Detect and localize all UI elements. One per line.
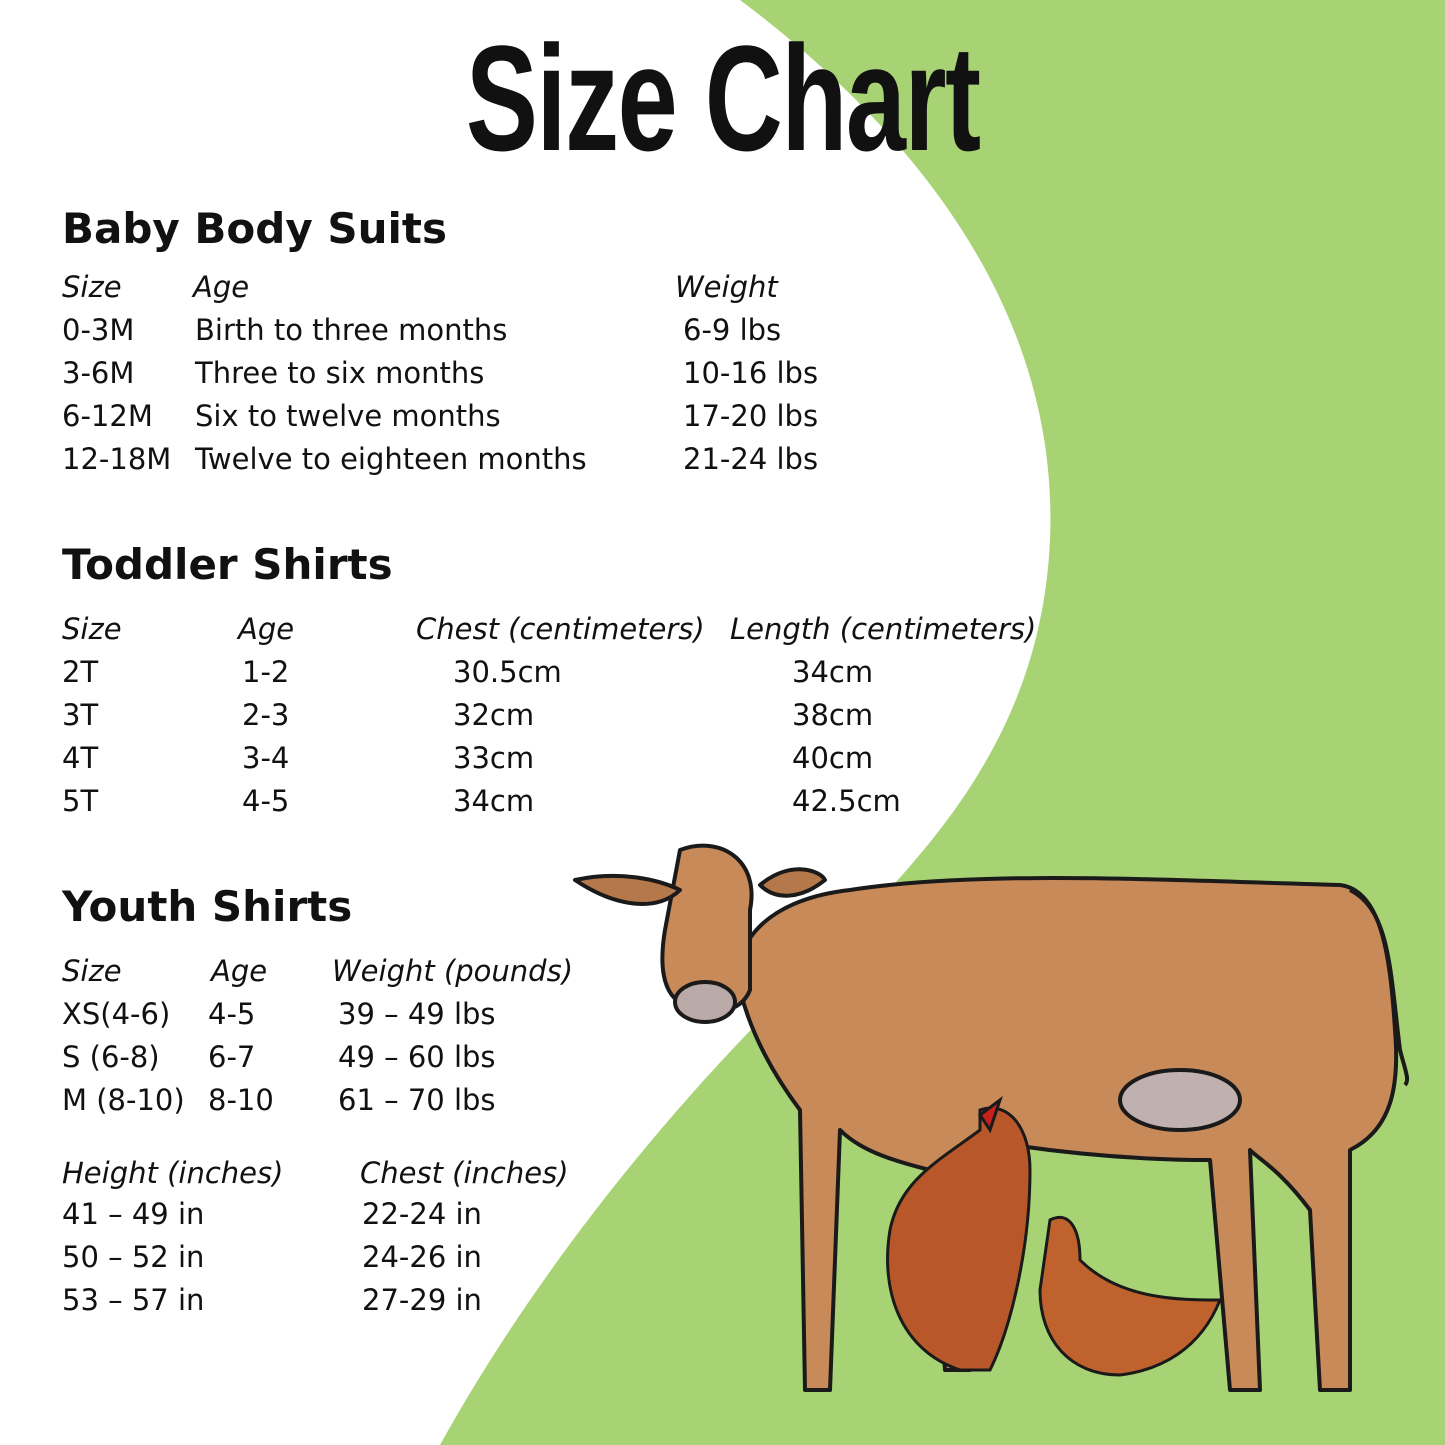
toddler-cell: 3T [62, 698, 99, 732]
baby-cell: Three to six months [195, 356, 485, 390]
baby-cell: 0-3M [62, 313, 135, 347]
youth-cell: 61 – 70 lbs [338, 1083, 496, 1117]
toddler-cell: 4T [62, 741, 99, 775]
toddler-cell: 2T [62, 655, 99, 689]
baby-cell: Birth to three months [195, 313, 508, 347]
toddler-cell: 34cm [453, 784, 535, 818]
youth-cell: 6-7 [208, 1040, 256, 1074]
youth-cell: 8-10 [208, 1083, 274, 1117]
youth-measure-cell: 50 – 52 in [62, 1240, 205, 1274]
toddler-cell: 34cm [792, 655, 874, 689]
toddler-cell: 2-3 [242, 698, 290, 732]
youth-header-age: Age [211, 954, 268, 988]
youth-measure-cell: 53 – 57 in [62, 1283, 205, 1317]
toddler-cell: 40cm [792, 741, 874, 775]
baby-cell: 6-9 lbs [683, 313, 782, 347]
youth-header-chest: Chest (inches) [360, 1156, 569, 1190]
toddler-header-size: Size [62, 612, 122, 646]
baby-header-size: Size [62, 270, 122, 304]
youth-header-size: Size [62, 954, 122, 988]
toddler-cell: 32cm [453, 698, 535, 732]
youth-cell: S (6-8) [62, 1040, 160, 1074]
cow-illustration [573, 843, 1410, 1392]
baby-cell: Twelve to eighteen months [195, 442, 587, 476]
youth-heading: Youth Shirts [62, 882, 353, 931]
youth-cell: 39 – 49 lbs [338, 997, 496, 1031]
toddler-cell: 4-5 [242, 784, 290, 818]
toddler-cell: 42.5cm [792, 784, 901, 818]
toddler-heading: Toddler Shirts [62, 540, 393, 589]
youth-cell: 4-5 [208, 997, 256, 1031]
baby-header-age: Age [193, 270, 250, 304]
baby-cell: 21-24 lbs [683, 442, 819, 476]
toddler-header-length: Length (centimeters) [730, 612, 1037, 646]
chicken-illustration [886, 1095, 1032, 1372]
baby-cell: 6-12M [62, 399, 153, 433]
baby-header-weight: Weight [675, 270, 778, 304]
youth-header-height: Height (inches) [62, 1156, 284, 1190]
toddler-header-age: Age [238, 612, 295, 646]
youth-measure-cell: 24-26 in [362, 1240, 482, 1274]
baby-cell: 10-16 lbs [683, 356, 819, 390]
page-title: Size Chart [0, 18, 1445, 178]
baby-cell: 17-20 lbs [683, 399, 819, 433]
cow-and-chickens-illustration [573, 843, 1410, 1392]
youth-cell: M (8-10) [62, 1083, 185, 1117]
youth-measure-cell: 22-24 in [362, 1197, 482, 1231]
title-text: Size Chart [465, 14, 981, 182]
toddler-cell: 33cm [453, 741, 535, 775]
toddler-header-chest: Chest (centimeters) [416, 612, 705, 646]
toddler-cell: 3-4 [242, 741, 290, 775]
youth-cell: XS(4-6) [62, 997, 171, 1031]
baby-cell: Six to twelve months [195, 399, 501, 433]
youth-measure-cell: 27-29 in [362, 1283, 482, 1317]
youth-header-weight: Weight (pounds) [332, 954, 574, 988]
toddler-cell: 38cm [792, 698, 874, 732]
youth-cell: 49 – 60 lbs [338, 1040, 496, 1074]
baby-cell: 3-6M [62, 356, 135, 390]
toddler-cell: 1-2 [242, 655, 290, 689]
toddler-cell: 5T [62, 784, 99, 818]
toddler-cell: 30.5cm [453, 655, 562, 689]
youth-measure-cell: 41 – 49 in [62, 1197, 205, 1231]
baby-heading: Baby Body Suits [62, 204, 447, 253]
baby-cell: 12-18M [62, 442, 172, 476]
chicken-illustration-2 [1038, 1216, 1223, 1377]
